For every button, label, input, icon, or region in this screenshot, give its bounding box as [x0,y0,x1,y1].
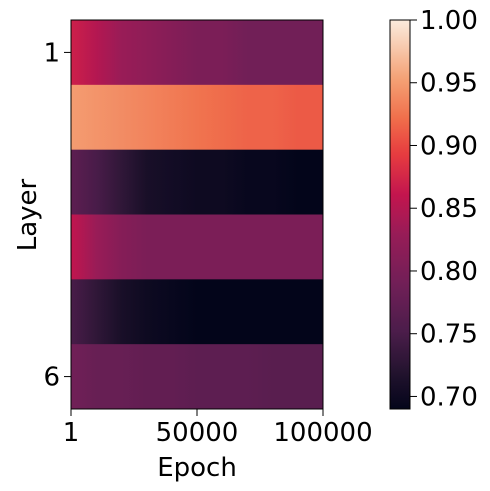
colorbar-tick-label: 0.85 [420,194,478,224]
y-tick-label: 6 [43,363,60,393]
heatmap-row-layer-5 [71,279,323,345]
heatmap-row-layer-1 [71,20,323,86]
heatmap-row-layer-6 [71,344,323,410]
x-tick-label: 1 [63,418,80,448]
x-axis-label: Epoch [157,453,237,483]
x-axis: 1 50000 100000 [63,409,373,448]
colorbar-tick-label: 0.80 [420,257,478,287]
heatmap-rows [71,20,323,410]
colorbar-frame [389,19,411,410]
y-axis-label: Layer [13,178,43,251]
heatmap-row-layer-2 [71,84,323,151]
colorbar-tick-label: 0.75 [420,320,478,350]
heatmap-row-layer-4 [71,214,323,280]
colorbar-tick-label: 0.70 [420,382,478,412]
x-tick-label: 100000 [273,418,372,448]
y-axis: 16 [43,38,71,393]
colorbar-ticks: 1.00 0.95 0.90 0.85 0.80 0.75 0.70 [410,6,478,412]
colorbar-tick-label: 0.90 [420,131,478,161]
y-tick-label: 1 [43,38,60,68]
colorbar-tick-label: 0.95 [420,69,478,99]
colorbar [390,20,410,409]
heatmap-row-layer-3 [71,149,323,215]
x-tick-label: 50000 [156,418,239,448]
colorbar-tick-label: 1.00 [420,6,478,36]
